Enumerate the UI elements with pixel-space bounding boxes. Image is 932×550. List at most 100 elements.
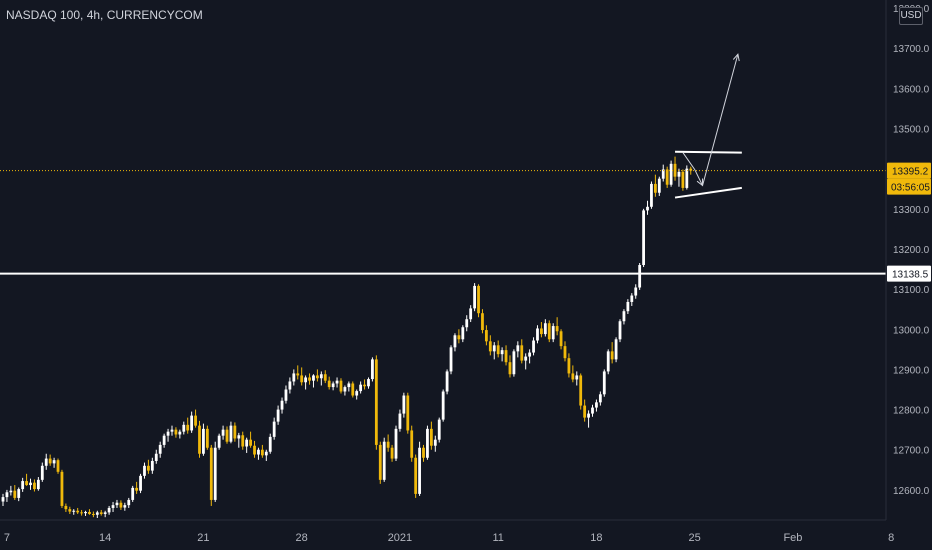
candle-body bbox=[107, 507, 111, 513]
y-tick-label: 13600.0 bbox=[893, 84, 930, 95]
candle-body bbox=[504, 350, 508, 363]
candle-body bbox=[319, 374, 323, 379]
candle-body bbox=[316, 375, 319, 379]
candle-body bbox=[272, 421, 276, 437]
candle-body bbox=[669, 163, 673, 185]
candle-body bbox=[371, 359, 374, 380]
y-tick-label: 13000.0 bbox=[893, 325, 930, 336]
candle-body bbox=[453, 335, 457, 348]
candle-body bbox=[209, 447, 213, 500]
candle-body bbox=[661, 169, 665, 179]
candle-body bbox=[441, 391, 445, 420]
y-tick-label: 12900.0 bbox=[893, 365, 930, 376]
candle-body bbox=[80, 512, 83, 514]
candle-body bbox=[139, 475, 142, 491]
symbol-title: NASDAQ 100, 4h, CURRENCYCOM bbox=[6, 8, 203, 22]
candle-body bbox=[213, 447, 217, 500]
candle-body bbox=[84, 511, 87, 514]
candle-body bbox=[469, 308, 473, 320]
candle-body bbox=[33, 482, 36, 490]
candle-body bbox=[296, 373, 300, 376]
candle-body bbox=[595, 402, 598, 408]
candle-body bbox=[477, 285, 480, 314]
candle-body bbox=[606, 351, 610, 372]
arrow-head bbox=[732, 53, 740, 62]
level-price-label: 13138.5 bbox=[892, 270, 929, 281]
candle-body bbox=[288, 381, 292, 390]
candle-body bbox=[233, 425, 237, 439]
current-price-label-bg bbox=[887, 162, 931, 179]
candle-body bbox=[88, 511, 91, 514]
candle-body bbox=[280, 400, 284, 410]
candle-body bbox=[284, 389, 288, 401]
candle-body bbox=[677, 171, 681, 177]
candle-body bbox=[21, 481, 25, 490]
y-tick-label: 12600.0 bbox=[893, 486, 930, 497]
candle-body bbox=[689, 168, 693, 171]
candle-body bbox=[264, 451, 268, 456]
candle-body bbox=[394, 428, 398, 459]
candle-body bbox=[323, 374, 327, 381]
candle-body bbox=[681, 171, 685, 188]
candle-body bbox=[579, 375, 583, 406]
candle-body bbox=[414, 457, 418, 494]
candle-body bbox=[500, 350, 504, 355]
candle-body bbox=[339, 380, 343, 392]
candle-body bbox=[665, 169, 669, 185]
candle-body bbox=[602, 371, 606, 395]
candle-body bbox=[437, 419, 441, 440]
candle-body bbox=[390, 447, 394, 459]
candle-body bbox=[29, 482, 32, 486]
candle-body bbox=[583, 405, 587, 418]
candle-body bbox=[528, 352, 532, 357]
candle-body bbox=[221, 429, 225, 436]
candle-body bbox=[331, 383, 335, 388]
candle-body bbox=[335, 380, 339, 384]
projection-arrow bbox=[682, 152, 703, 186]
candle-body bbox=[225, 429, 229, 442]
candle-body bbox=[170, 429, 174, 432]
candle-body bbox=[131, 487, 135, 500]
candle-body bbox=[56, 460, 60, 472]
y-tick-label: 13500.0 bbox=[893, 124, 930, 135]
candle-body bbox=[418, 447, 421, 494]
candle-body bbox=[327, 380, 331, 388]
candle-body bbox=[198, 425, 201, 454]
candle-body bbox=[343, 387, 347, 392]
candle-body bbox=[575, 375, 579, 380]
candle-body bbox=[91, 513, 95, 515]
candle-body bbox=[618, 321, 622, 340]
candle-body bbox=[374, 359, 378, 445]
candle-body bbox=[532, 340, 535, 353]
candle-body bbox=[249, 439, 252, 446]
candle-body bbox=[386, 441, 390, 448]
candle-body bbox=[257, 449, 260, 455]
candle-body bbox=[657, 178, 661, 193]
x-tick-label: 21 bbox=[197, 532, 209, 544]
candle-body bbox=[555, 326, 559, 332]
candle-body bbox=[268, 436, 272, 452]
y-tick-label: 12800.0 bbox=[893, 406, 930, 417]
candle-body bbox=[398, 413, 402, 429]
x-tick-label: 8 bbox=[888, 532, 894, 544]
candle-body bbox=[547, 323, 551, 340]
candle-body bbox=[622, 311, 626, 322]
candle-body bbox=[36, 479, 40, 490]
candle-body bbox=[241, 435, 245, 447]
candle-body bbox=[158, 444, 162, 454]
x-tick-label: 11 bbox=[492, 532, 503, 544]
candle-body bbox=[292, 373, 296, 382]
candle-body bbox=[449, 347, 453, 372]
candle-body bbox=[99, 512, 103, 514]
candle-body bbox=[429, 428, 433, 446]
candle-body bbox=[115, 502, 119, 506]
candle-body bbox=[367, 379, 370, 387]
candle-body bbox=[48, 458, 52, 464]
candle-body bbox=[202, 428, 205, 454]
y-tick-label: 12700.0 bbox=[893, 446, 930, 457]
currency-button[interactable]: USD bbox=[899, 7, 923, 25]
candle-body bbox=[614, 339, 618, 360]
candle-body bbox=[484, 330, 488, 342]
candle-body bbox=[571, 373, 575, 380]
